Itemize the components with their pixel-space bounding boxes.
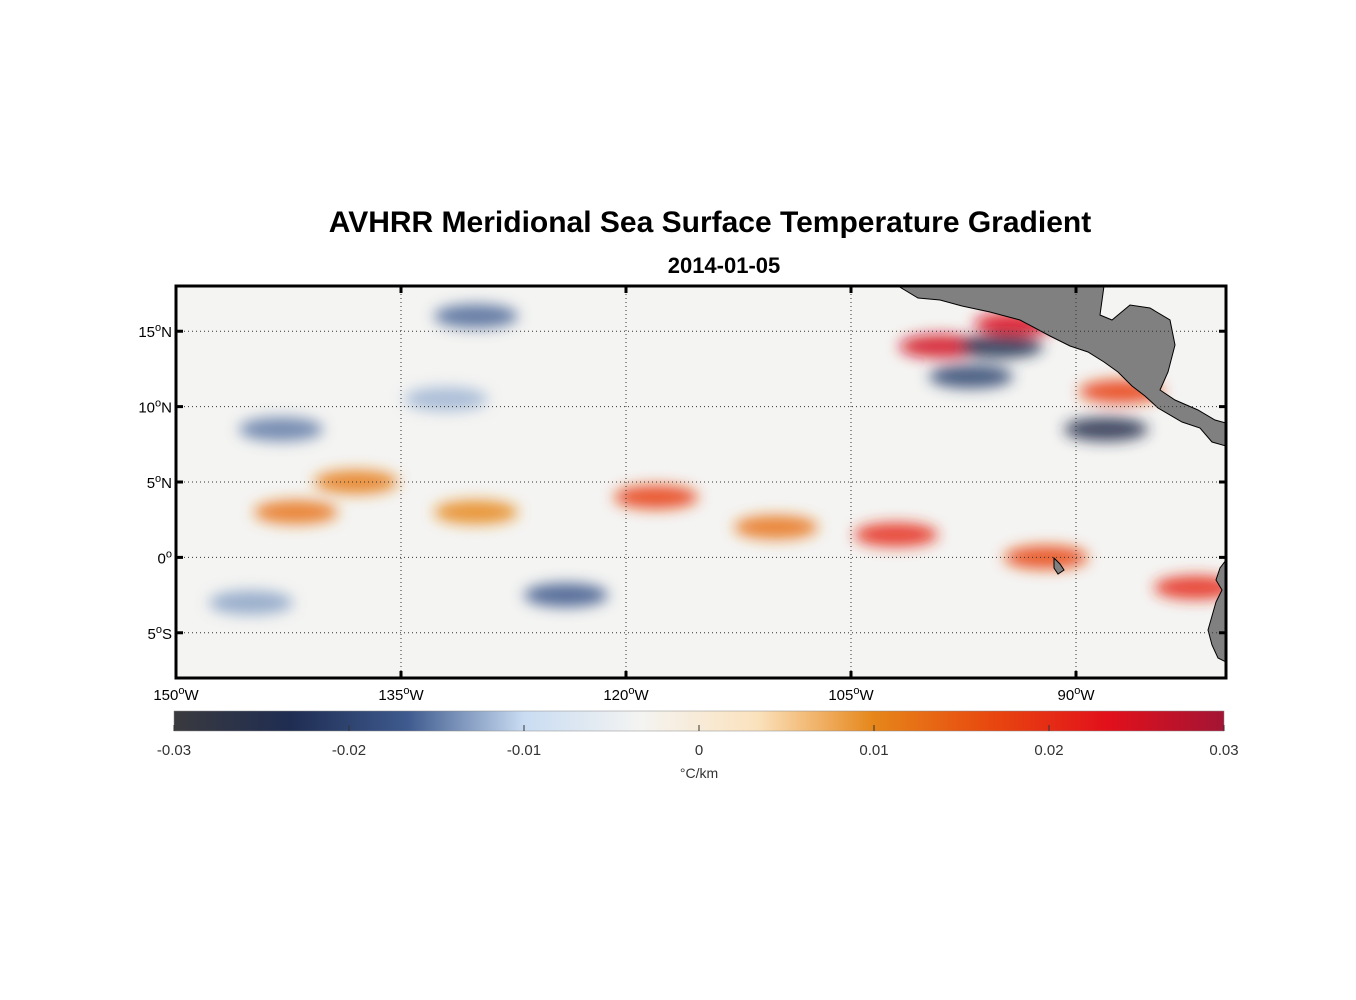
lat-tick-label: 10oN: [138, 398, 172, 417]
negative-gradient-band: [524, 583, 608, 608]
positive-gradient-band: [734, 515, 818, 540]
lat-tick-label: 0o: [158, 548, 172, 567]
colorbar-tick-label: 0.01: [859, 742, 888, 759]
colorbar-tick-label: -0.02: [332, 742, 366, 759]
negative-gradient-band: [434, 304, 518, 329]
latitude-labels: 15oN 10oN 5oN 0o 5oS: [138, 322, 172, 643]
positive-gradient-band: [254, 500, 338, 525]
positive-gradient-band: [1154, 575, 1226, 600]
lon-tick-label: 135oW: [378, 685, 424, 704]
galapagos-island: [1053, 556, 1065, 575]
positive-gradient-band: [434, 500, 518, 525]
negative-gradient-band: [1064, 417, 1148, 442]
south-america-land: [1207, 559, 1226, 663]
lat-tick-label: 5oS: [148, 624, 172, 643]
colorbar-tick-label: -0.03: [157, 742, 191, 759]
axis-ticks: [174, 286, 1226, 678]
negative-gradient-band: [404, 387, 488, 412]
colorbar-tick-label: 0.03: [1209, 742, 1238, 759]
lon-tick-label: 105oW: [828, 685, 874, 704]
colorbar-tick-label: 0.02: [1034, 742, 1063, 759]
chart-subtitle: 2014-01-05: [667, 253, 781, 278]
land-masses: [897, 286, 1226, 663]
negative-gradient-band: [239, 417, 323, 442]
colorbar-tick-label: -0.01: [507, 742, 541, 759]
positive-gradient-band: [614, 485, 698, 510]
positive-gradient-band: [899, 334, 983, 359]
negative-gradient-band: [929, 364, 1013, 389]
lon-tick-label: 150oW: [153, 685, 199, 704]
graticule: [176, 286, 1226, 678]
lon-tick-label: 120oW: [603, 685, 649, 704]
lat-tick-label: 15oN: [138, 322, 172, 341]
central-america-land: [897, 286, 1226, 447]
lat-tick-label: 5oN: [147, 473, 172, 492]
gradient-field: [209, 304, 1226, 615]
colorbar-ticks: -0.03 -0.02 -0.01 0 0.01 0.02 0.03: [157, 725, 1239, 759]
lon-tick-label: 90oW: [1058, 685, 1096, 704]
colorbar-tick-label: 0: [695, 742, 703, 759]
positive-gradient-band: [854, 522, 938, 547]
positive-gradient-band: [1004, 545, 1088, 570]
negative-gradient-band: [959, 334, 1043, 359]
chart-title: AVHRR Meridional Sea Surface Temperature…: [328, 206, 1092, 239]
colorbar-unit: °C/km: [680, 765, 718, 781]
negative-gradient-band: [209, 590, 293, 615]
longitude-labels: 150oW 135oW 120oW 105oW 90oW: [153, 685, 1095, 704]
